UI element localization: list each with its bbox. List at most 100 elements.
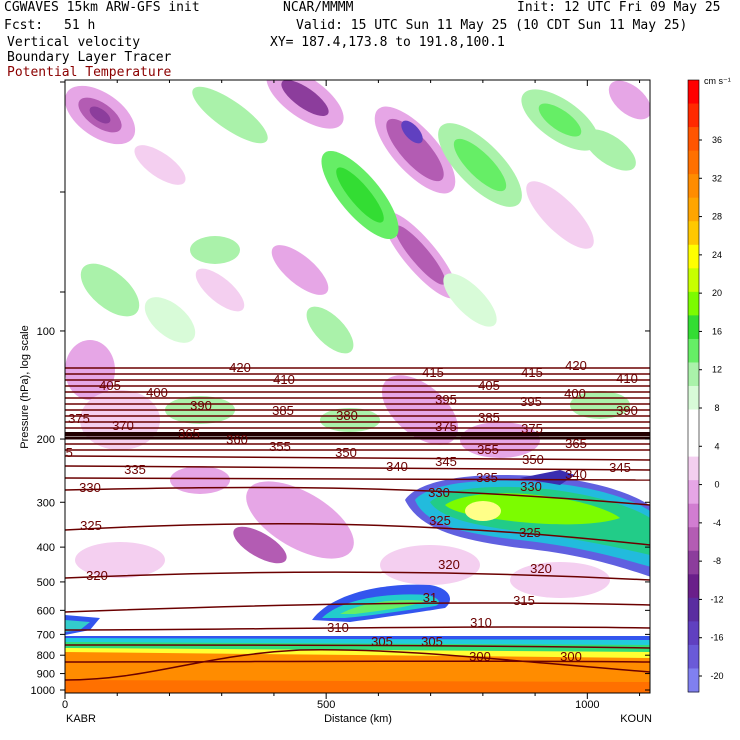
- fcst-value: 51 h: [64, 18, 96, 33]
- colorbar-swatch: [688, 362, 699, 387]
- theta-label: 390: [616, 403, 638, 418]
- xy-coordinates: XY= 187.4,173.8 to 191.8,100.1: [270, 35, 505, 50]
- colorbar-swatch: [688, 574, 699, 599]
- colorbar-tick-label: 24: [712, 250, 722, 260]
- theta-label: 325: [80, 518, 102, 533]
- theta-label: 370: [112, 418, 134, 433]
- plot-frame: [64, 79, 651, 694]
- colorbar-swatch: [688, 456, 699, 481]
- theta-label: 355: [269, 439, 291, 454]
- theta-label: 395: [435, 392, 457, 407]
- theta-label: 335: [476, 470, 498, 485]
- theta-label: 325: [519, 525, 541, 540]
- colorbar-swatch: [688, 386, 699, 411]
- theta-label: 330: [79, 480, 101, 495]
- x-tick-label: 0: [62, 699, 68, 711]
- colorbar-swatch: [688, 103, 699, 128]
- colorbar-swatch: [688, 550, 699, 575]
- colorbar-swatch: [688, 433, 699, 458]
- colorbar-tick-label: 12: [712, 365, 722, 375]
- theta-label: 380: [336, 408, 358, 423]
- theta-label: 405: [478, 378, 500, 393]
- theta-label: 385: [272, 403, 294, 418]
- left-station: KABR: [66, 713, 96, 725]
- theta-label: 350: [335, 445, 357, 460]
- field-potential-temperature: Potential Temperature: [7, 65, 172, 80]
- theta-label: 400: [564, 386, 586, 401]
- colorbar-tick-label: 28: [712, 212, 722, 222]
- plot-area: 420 410 415 415 420 410 405 400 405 400 390 395 395 3…: [51, 80, 650, 693]
- colorbar-frame: [687, 79, 700, 693]
- theta-labels: 420 410 415 415 420 410 405 400 405 400 390 395 395 3…: [51, 358, 638, 664]
- y-axis: 100 200 300 400 500 600 700 800 900 1000: [31, 81, 650, 697]
- theta-label: 320: [530, 561, 552, 576]
- theta-label: 360: [226, 432, 248, 447]
- theta-label: 330: [428, 485, 450, 500]
- vv-positive-bands: [80, 86, 636, 432]
- colorbar-swatch: [688, 80, 699, 105]
- right-station: KOUN: [620, 713, 652, 725]
- colorbar-swatch: [688, 409, 699, 434]
- theta-label: 305: [371, 634, 393, 649]
- colorbar-swatch: [688, 291, 699, 316]
- field-boundary-layer: Boundary Layer Tracer: [7, 50, 172, 65]
- theta-label: 340: [386, 459, 408, 474]
- colorbar-tick-label: 36: [712, 135, 722, 145]
- y-tick-label: 200: [37, 434, 55, 446]
- boundary-layer-tracer: [65, 615, 650, 693]
- colorbar-swatch: [688, 197, 699, 222]
- theta-label: 345: [51, 445, 73, 460]
- y-tick-label: 800: [37, 650, 55, 662]
- theta-label: 300: [469, 649, 491, 664]
- colorbar-swatch: [688, 174, 699, 199]
- colorbar-swatch: [688, 480, 699, 505]
- theta-label: 420: [229, 360, 251, 375]
- theta-label: 325: [429, 513, 451, 528]
- colorbar-swatch: [688, 503, 699, 528]
- theta-label: 385: [478, 410, 500, 425]
- colorbar-tick-label: 0: [714, 480, 719, 490]
- colorbar-tick-label: -20: [710, 671, 723, 681]
- theta-label: 345: [435, 454, 457, 469]
- theta-contours: [65, 367, 650, 681]
- theta-label: 315: [513, 593, 535, 608]
- colorbar-tick-label: -16: [710, 633, 723, 643]
- y-tick-label: 500: [37, 577, 55, 589]
- y-tick-label: 700: [37, 629, 55, 641]
- x-tick-label: 500: [317, 699, 335, 711]
- y-tick-label: 900: [37, 669, 55, 681]
- colorbar-tick-label: 8: [714, 403, 719, 413]
- colorbar-swatch: [688, 644, 699, 669]
- theta-label: 375: [68, 411, 90, 426]
- theta-label: 390: [190, 398, 212, 413]
- y-tick-label: 400: [37, 542, 55, 554]
- field-vertical-velocity: Vertical velocity: [7, 35, 141, 50]
- colorbar-tick-label: -8: [713, 556, 721, 566]
- theta-label: 415: [422, 365, 444, 380]
- colorbar-swatch: [688, 315, 699, 340]
- theta-label: 335: [124, 462, 146, 477]
- colorbar-swatch: [688, 338, 699, 363]
- y-axis-label: Pressure (hPa), log scale: [19, 325, 31, 449]
- colorbar-swatch: [688, 668, 699, 693]
- colorbar-swatch: [688, 244, 699, 269]
- vv-negative-bands: [65, 80, 650, 598]
- fcst-label: Fcst:: [4, 18, 44, 33]
- colorbar-tick-label: -12: [710, 594, 723, 604]
- org-label: NCAR/MMMM: [283, 0, 354, 15]
- theta-label: 330: [520, 479, 542, 494]
- colorbar-swatch: [688, 597, 699, 622]
- colorbar-swatch: [688, 127, 699, 152]
- theta-label: 365: [565, 436, 587, 451]
- theta-label: 350: [522, 452, 544, 467]
- colorbar-tick-label: -4: [713, 518, 721, 528]
- theta-label: 320: [86, 568, 108, 583]
- colorbar-tick-label: 32: [712, 173, 722, 183]
- y-tick-label: 1000: [31, 685, 55, 697]
- colorbar-tick-label: 20: [712, 288, 722, 298]
- theta-label: 310: [327, 620, 349, 635]
- theta-label: 310: [470, 615, 492, 630]
- colorbar-swatch: [688, 268, 699, 293]
- theta-label: 300: [560, 649, 582, 664]
